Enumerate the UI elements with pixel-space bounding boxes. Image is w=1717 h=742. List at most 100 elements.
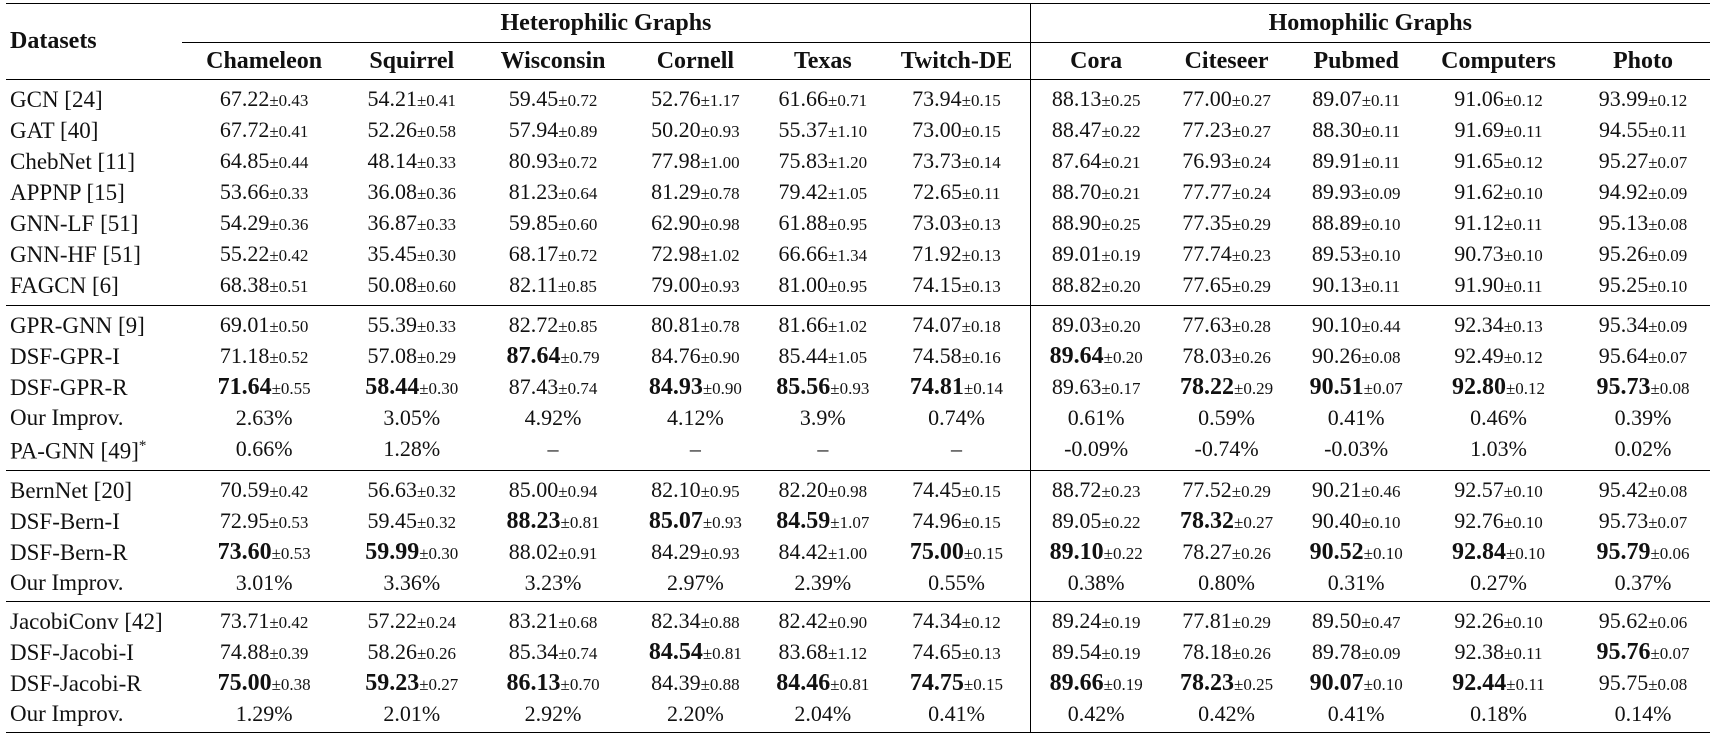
result-value: 58.26 <box>367 638 417 664</box>
result-value: 77.63 <box>1182 312 1232 337</box>
result-std: ±0.11 <box>1361 91 1401 110</box>
result-std: ±0.27 <box>1234 512 1274 532</box>
result-std: ±0.08 <box>1648 215 1688 234</box>
result-value: 85.34 <box>508 638 559 664</box>
result-std: ±0.27 <box>419 674 459 694</box>
result-value: 77.52 <box>1182 476 1232 502</box>
result-cell: 95.79±0.06 <box>1576 537 1710 568</box>
result-value: 64.85 <box>219 148 270 173</box>
result-std: ±0.42 <box>269 246 309 265</box>
result-cell: 92.26±0.10 <box>1421 601 1576 637</box>
method-name-text: GNN-HF [51] <box>10 242 141 267</box>
result-value: 90.26 <box>1311 343 1362 368</box>
result-std: ±0.72 <box>558 246 598 265</box>
result-cell: 82.11±0.85 <box>478 270 629 306</box>
result-value: 77.77 <box>1182 179 1232 204</box>
result-std: ±1.02 <box>828 317 868 336</box>
result-cell: 59.45±0.32 <box>346 506 478 537</box>
result-value: 58.44 <box>365 374 420 400</box>
result-cell: -0.74% <box>1162 432 1292 470</box>
result-value: 2.97% <box>666 569 724 595</box>
result-cell: 74.34±0.12 <box>883 601 1030 637</box>
result-cell: 58.26±0.26 <box>346 637 478 668</box>
result-std: ±0.27 <box>1231 91 1271 110</box>
result-std: ±0.13 <box>961 246 1001 265</box>
result-std: ±0.52 <box>269 348 309 367</box>
result-cell: 82.42±0.90 <box>762 601 883 637</box>
method-name-text: GCN [24] <box>10 87 103 112</box>
result-cell: 89.24±0.19 <box>1029 601 1162 637</box>
method-name: Our Improv. <box>6 699 182 733</box>
results-table: Datasets Heterophilic Graphs Homophilic … <box>6 3 1710 733</box>
result-value: 90.73 <box>1454 241 1504 266</box>
result-cell: 36.87±0.33 <box>346 208 478 239</box>
result-std: ±0.74 <box>558 643 598 663</box>
result-value: 89.10 <box>1049 538 1104 565</box>
result-cell: 72.98±1.02 <box>628 239 762 270</box>
result-cell: 78.32±0.27 <box>1162 506 1292 537</box>
result-cell: 80.93±0.72 <box>478 146 629 177</box>
result-std: ±0.32 <box>416 481 457 501</box>
result-cell: – <box>762 432 883 470</box>
result-value: 82.34 <box>651 607 701 633</box>
result-value: 90.51 <box>1309 374 1364 400</box>
result-cell: – <box>478 432 629 470</box>
result-cell: 81.23±0.64 <box>478 177 629 208</box>
result-cell: 88.90±0.25 <box>1029 208 1162 239</box>
result-std: ±0.07 <box>1648 512 1688 532</box>
result-std: ±0.09 <box>1361 184 1401 203</box>
result-cell: 75.00±0.15 <box>883 537 1030 568</box>
result-value: 74.58 <box>912 343 962 368</box>
result-value: 0.31% <box>1327 569 1385 595</box>
result-cell: 89.50±0.47 <box>1291 601 1421 637</box>
result-cell: 95.73±0.08 <box>1576 372 1710 403</box>
result-std: ±0.26 <box>1231 643 1271 663</box>
result-cell: 53.66±0.33 <box>182 177 346 208</box>
result-std: ±0.78 <box>700 184 740 203</box>
result-value: 74.34 <box>912 607 962 633</box>
result-value: 74.07 <box>912 312 962 337</box>
result-value: 90.13 <box>1312 272 1362 297</box>
result-cell: 89.63±0.17 <box>1029 372 1162 403</box>
result-value: 82.42 <box>778 607 829 633</box>
table-row: Our Improv. 3.01% 3.36% 3.23% 2.97% 2.39% 0.55… <box>6 567 1710 602</box>
result-value: 4.12% <box>666 405 724 430</box>
table-row: GAT [40] 67.72±0.41 52.26±0.58 57.94±0.89 50… <box>6 115 1710 146</box>
result-cell: 93.99±0.12 <box>1576 80 1710 116</box>
result-cell: 88.02±0.91 <box>478 537 629 568</box>
result-std: ±0.42 <box>269 612 309 632</box>
result-value: 89.01 <box>1051 241 1102 266</box>
result-value: 67.22 <box>219 86 270 111</box>
result-value: 2.01% <box>383 700 441 726</box>
result-cell: 0.66% <box>182 432 346 470</box>
result-value: 89.50 <box>1311 607 1362 633</box>
result-cell: 88.82±0.20 <box>1029 270 1162 306</box>
result-std: ±1.34 <box>828 246 868 265</box>
result-std: ±0.26 <box>1231 348 1271 367</box>
method-name-text: Our Improv. <box>10 700 124 726</box>
result-std: ±0.10 <box>1503 612 1543 632</box>
result-std: ±0.32 <box>416 512 457 532</box>
result-value: 77.23 <box>1182 117 1232 142</box>
result-std: ±0.36 <box>416 184 457 203</box>
result-value: 95.64 <box>1598 343 1649 368</box>
method-name: JacobiConv [42] <box>6 601 182 637</box>
result-value: 0.74% <box>928 405 985 430</box>
method-name: GCN [24] <box>6 80 182 116</box>
result-std: ±1.07 <box>830 512 870 532</box>
result-cell: 56.63±0.32 <box>346 470 478 506</box>
result-value: 74.65 <box>912 638 962 664</box>
result-std: ±0.29 <box>1231 481 1271 501</box>
result-cell: 85.56±0.93 <box>762 372 883 403</box>
result-cell: 0.74% <box>883 403 1030 432</box>
result-cell: 92.57±0.10 <box>1421 470 1576 506</box>
result-cell: 0.61% <box>1029 403 1162 432</box>
result-cell: 88.13±0.25 <box>1029 79 1162 115</box>
result-value: 95.13 <box>1598 210 1649 235</box>
result-cell: 82.34±0.88 <box>628 601 762 637</box>
result-std: ±0.10 <box>1363 543 1403 563</box>
column-header: Chameleon <box>206 47 323 74</box>
result-cell: 73.94±0.15 <box>883 80 1030 116</box>
result-std: ±0.93 <box>700 277 740 296</box>
result-value: 89.53 <box>1311 241 1362 266</box>
